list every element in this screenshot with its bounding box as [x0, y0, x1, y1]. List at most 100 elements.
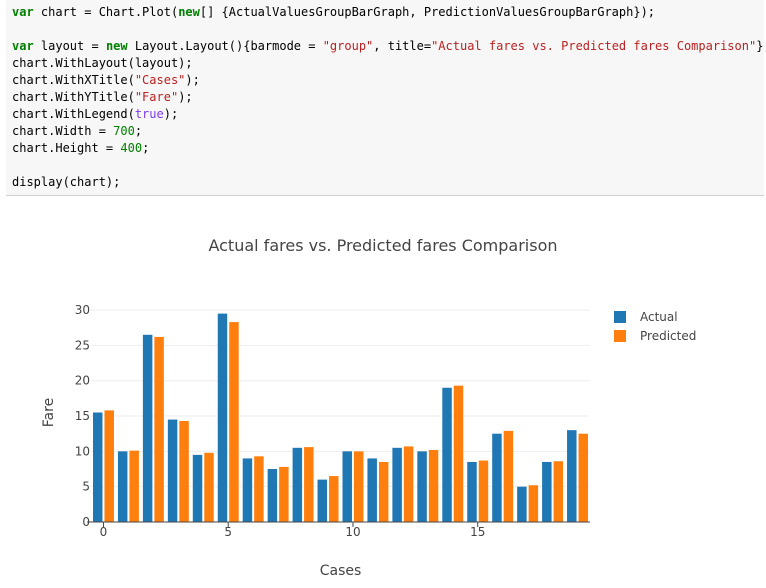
- code-token: ;: [142, 141, 150, 155]
- code-token: chart.WithLayout(layout);: [12, 56, 193, 70]
- x-tick-label: 15: [470, 525, 485, 539]
- code-line: chart.Width = 700;: [12, 123, 766, 140]
- bar-predicted: [254, 456, 264, 522]
- code-token: "group": [322, 39, 374, 53]
- code-token: , title=: [373, 39, 432, 53]
- bar-actual: [517, 486, 527, 522]
- bar-predicted: [179, 420, 189, 522]
- bar-predicted: [279, 466, 289, 522]
- bar-predicted: [353, 451, 364, 522]
- bar-predicted: [553, 461, 564, 522]
- code-line: [12, 21, 766, 38]
- y-tick-label: 0: [82, 515, 90, 529]
- bar-actual: [117, 451, 128, 522]
- code-token: chart.WithYTitle(: [12, 90, 135, 104]
- code-token: chart.WithXTitle(: [12, 73, 135, 87]
- y-tick-label: 5: [82, 480, 90, 494]
- code-editor[interactable]: var chart = Chart.Plot(new[] {ActualValu…: [12, 4, 766, 191]
- bar-actual: [242, 458, 253, 522]
- bar-chart: 0 5 10 15 20 25 30 0 5 10 15 Cases Fare Actual Predict…: [41, 303, 696, 579]
- bar-actual: [542, 461, 552, 522]
- bar-actual: [92, 412, 103, 522]
- code-token: new: [178, 5, 200, 19]
- bar-predicted: [104, 410, 114, 522]
- code-token: new: [105, 39, 128, 53]
- code-token: "Actual fares vs. Predicted fares Compar…: [431, 39, 757, 53]
- bar-predicted: [528, 485, 539, 522]
- code-line: chart.WithLegend(true);: [12, 106, 766, 123]
- bar-actual: [167, 419, 178, 522]
- bar-predicted: [378, 461, 389, 522]
- x-tick-label: 0: [100, 525, 108, 539]
- bar-predicted: [229, 322, 239, 522]
- code-line: display(chart);: [12, 174, 766, 191]
- code-token: chart = Chart.Plot(: [33, 5, 179, 19]
- y-tick-label: 25: [75, 338, 90, 352]
- code-token: "Cases": [134, 73, 186, 87]
- bar-actual: [392, 447, 402, 522]
- code-line: [12, 157, 766, 174]
- x-tick-label: 10: [345, 525, 360, 539]
- code-line: var chart = Chart.Plot(new[] {ActualValu…: [12, 4, 766, 21]
- bar-actual: [342, 451, 352, 522]
- legend-label: Predicted: [640, 329, 696, 343]
- code-line: chart.Height = 400;: [12, 140, 766, 157]
- legend-swatch: [614, 330, 626, 342]
- code-token: 400: [120, 141, 143, 155]
- code-line: chart.WithXTitle("Cases");: [12, 72, 766, 89]
- y-axis-title: Fare: [41, 398, 57, 427]
- code-token: 700: [113, 124, 135, 138]
- bar-predicted: [503, 430, 514, 522]
- bar-predicted: [304, 447, 314, 522]
- code-token: );: [178, 90, 193, 104]
- code-line: chart.WithLayout(layout);: [12, 55, 766, 72]
- bar-predicted: [428, 449, 439, 522]
- bar-actual: [442, 387, 452, 522]
- bar-actual: [317, 479, 328, 522]
- code-token: layout =: [33, 39, 106, 53]
- x-tick-label: 5: [224, 525, 232, 539]
- bar-actual: [192, 454, 203, 522]
- bar-actual: [292, 447, 303, 522]
- chart-title: Actual fares vs. Predicted fares Compari…: [208, 236, 558, 255]
- legend-swatch: [614, 311, 626, 323]
- code-token: };: [756, 39, 766, 53]
- code-token: [] {ActualValuesGroupBarGraph, Predictio…: [199, 5, 656, 19]
- bar-predicted: [129, 450, 139, 522]
- code-token: "Fare": [134, 90, 179, 104]
- code-token: var: [12, 39, 34, 53]
- y-tick-label: 30: [75, 303, 90, 317]
- code-token: chart.WithLegend(: [12, 107, 135, 121]
- code-token: );: [185, 73, 200, 87]
- bar-actual: [417, 451, 427, 522]
- bar-predicted: [478, 460, 489, 522]
- bar-actual: [217, 313, 228, 522]
- legend-label: Actual: [640, 310, 678, 324]
- bar-predicted: [403, 446, 414, 522]
- bar-actual: [567, 430, 577, 522]
- bar-actual: [142, 334, 153, 522]
- code-token: var: [12, 5, 34, 19]
- bar-predicted: [329, 476, 339, 522]
- code-token: chart.Height =: [12, 141, 121, 155]
- bar-actual: [267, 469, 278, 522]
- bar-predicted: [453, 385, 464, 522]
- code-cell[interactable]: var chart = Chart.Plot(new[] {ActualValu…: [6, 0, 766, 196]
- bar-actual: [492, 433, 502, 522]
- code-line: var layout = new Layout.Layout(){barmode…: [12, 38, 766, 55]
- code-token: display(chart);: [12, 175, 121, 189]
- bar-predicted: [578, 433, 589, 522]
- bar-actual: [367, 458, 377, 522]
- code-line: chart.WithYTitle("Fare");: [12, 89, 766, 106]
- code-token: true: [134, 107, 164, 121]
- x-axis-title: Cases: [320, 563, 362, 579]
- bar-actual: [467, 461, 477, 522]
- y-tick-label: 15: [75, 409, 90, 423]
- bar-predicted: [154, 336, 164, 522]
- code-token: chart.Width =: [12, 124, 114, 138]
- y-tick-label: 20: [75, 374, 90, 388]
- code-token: Layout.Layout(){barmode =: [127, 39, 323, 53]
- code-token: ;: [134, 124, 143, 138]
- y-tick-label: 10: [75, 444, 90, 458]
- code-token: );: [163, 107, 179, 121]
